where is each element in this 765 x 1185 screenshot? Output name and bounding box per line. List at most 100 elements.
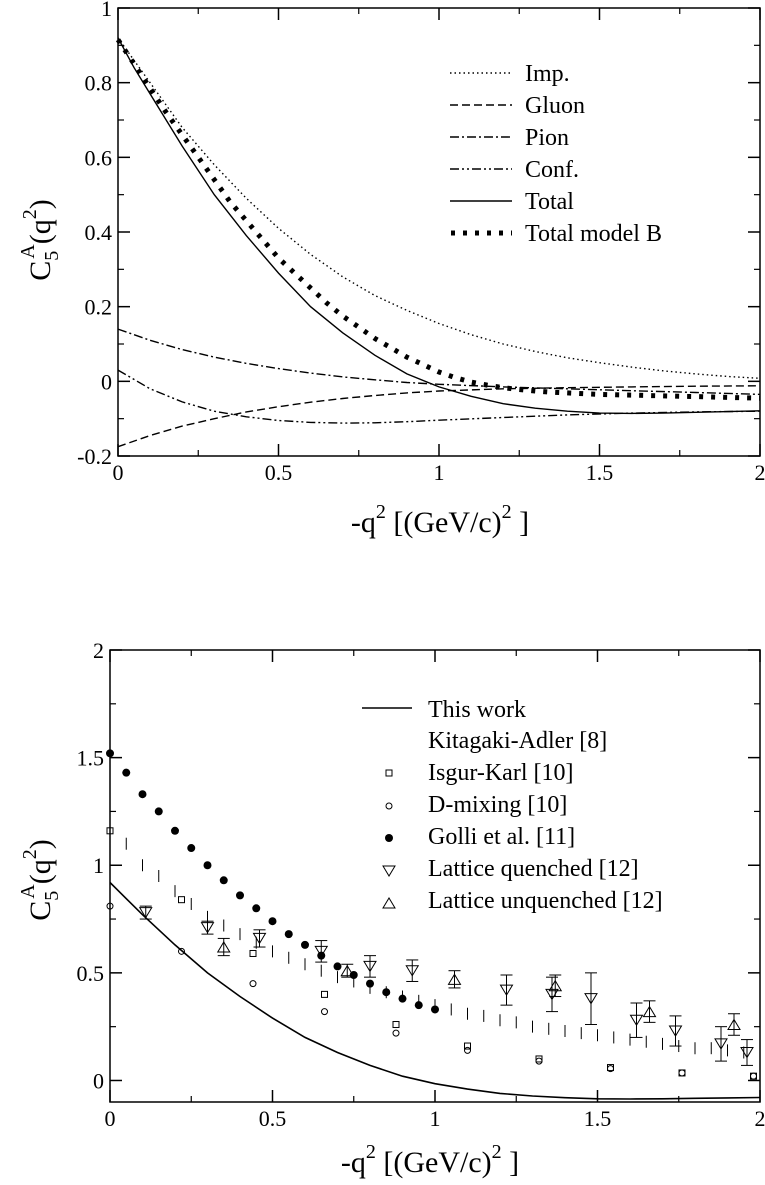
legend-bottom-label-isgur-karl: Isgur-Karl [10] [428, 760, 573, 786]
legend-top-label-imp: Imp. [525, 61, 570, 87]
bottom-x-tick-label: 1 [430, 1106, 441, 1131]
plot-top-series [115, 37, 761, 448]
top-x-tick-label: 1 [434, 460, 445, 485]
point-d-mixing-10 [678, 1069, 686, 1077]
legend-top-label-total-b: Total model B [525, 221, 662, 247]
top-y-tick-label: 0.2 [85, 295, 113, 320]
point-golli-et-al-11 [203, 861, 212, 870]
point-golli-et-al-11 [122, 768, 131, 777]
legend-bottom-sample-golli [385, 834, 393, 842]
point-d-mixing-10 [750, 1072, 757, 1080]
top-y-tick-label: -0.2 [77, 444, 112, 469]
bottom-x-tick-label: 1.5 [584, 1106, 612, 1131]
legend-top-label-gluon: Gluon [525, 93, 585, 119]
top-x-tick-label: 2 [755, 460, 765, 485]
point-golli-et-al-11 [252, 904, 261, 913]
point-lattice-unquenched-12 [548, 979, 563, 992]
bottom-y-tick-label: 2 [93, 638, 104, 663]
series-line-total [117, 37, 761, 415]
y-axis-label-top: C5A(q2) [17, 199, 63, 280]
point-d-mixing-10 [321, 1008, 328, 1016]
point-golli-et-al-11 [301, 940, 309, 949]
bottom-y-tick-label: 0.5 [77, 961, 105, 986]
point-lattice-quenched-12 [200, 922, 215, 934]
point-isgur-karl-10 [249, 949, 257, 957]
point-golli-et-al-11 [366, 979, 374, 988]
chart-top: 0 0.5 1 1.5 2-0.200.20.40.60.81 Imp. Gluon P… [17, 0, 765, 539]
legend-bottom-sample-lattice-u [382, 897, 396, 909]
point-golli-et-al-11 [138, 790, 147, 799]
point-golli-et-al-11 [219, 876, 228, 885]
point-golli-et-al-11 [236, 891, 244, 900]
point-golli-et-al-11 [171, 826, 179, 835]
bottom-x-tick-label: 0.5 [259, 1106, 287, 1131]
legend-bottom-label-lattice-q: Lattice quenched [12] [428, 856, 639, 882]
chart-bottom: 0 0.5 1 1.5 2 0 0.5 1 1.5 2 This work Kitagaki-Ad… [17, 638, 765, 1179]
point-d-mixing-10 [392, 1029, 400, 1037]
point-d-mixing-10 [249, 980, 257, 988]
legend-bottom-sample-d-mixing [385, 802, 393, 810]
point-lattice-quenched-12 [138, 907, 153, 919]
point-golli-et-al-11 [382, 988, 391, 997]
point-lattice-quenched-12 [363, 960, 377, 973]
point-d-mixing-10 [464, 1046, 471, 1054]
y-axis-label-bottom: C5A(q2) [17, 839, 63, 920]
top-x-tick-label: 0.5 [265, 460, 293, 485]
point-isgur-karl-10 [178, 896, 185, 904]
axis-ticks-top: 0 0.5 1 1.5 2-0.200.20.40.60.81 [77, 0, 765, 485]
point-lattice-quenched-12 [668, 1025, 683, 1037]
point-lattice-quenched-12 [405, 965, 420, 977]
x-axis-label-bottom: -q2 [(GeV/c)2 ] [341, 1141, 519, 1179]
point-lattice-quenched-12 [252, 932, 267, 945]
top-x-tick-label: 1.5 [586, 460, 614, 485]
point-golli-et-al-11 [431, 1005, 439, 1014]
bottom-x-tick-label: 2 [755, 1106, 765, 1131]
legend-top-label-conf: Conf. [525, 157, 579, 183]
legend-bottom-sample-isgur-karl [385, 769, 393, 777]
point-golli-et-al-11 [333, 962, 342, 971]
point-isgur-karl-10 [392, 1021, 400, 1029]
series-line-this-work [109, 881, 761, 1100]
point-isgur-karl-10 [321, 990, 328, 998]
series-line-conf [117, 369, 761, 424]
legend-top-label-total: Total [525, 189, 574, 215]
top-y-tick-label: 0.4 [85, 220, 113, 245]
point-d-mixing-10 [178, 947, 185, 955]
top-y-tick-label: 1 [101, 0, 112, 21]
top-y-tick-label: 0 [101, 369, 112, 394]
point-golli-et-al-11 [414, 1001, 423, 1010]
bottom-y-tick-label: 0 [93, 1068, 104, 1093]
point-isgur-karl-10 [464, 1042, 471, 1050]
point-lattice-unquenched-12 [727, 1018, 741, 1031]
legend-bottom-label-kitagaki: Kitagaki-Adler [8] [428, 728, 607, 754]
point-lattice-quenched-12 [314, 945, 329, 958]
point-lattice-unquenched-12 [642, 1005, 657, 1018]
legend-top-label-pion: Pion [525, 125, 569, 151]
point-lattice-quenched-12 [499, 984, 514, 997]
legend-bottom-label-golli: Golli et al. [11] [428, 824, 575, 850]
legend-bottom: This work Kitagaki-Adler [8] Isgur-Karl … [362, 697, 663, 914]
point-golli-et-al-11 [284, 930, 293, 939]
series-line-imp [117, 37, 761, 379]
point-lattice-quenched-12 [629, 1014, 644, 1027]
point-isgur-karl-10 [535, 1055, 543, 1063]
top-y-tick-label: 0.6 [85, 145, 113, 170]
point-golli-et-al-11 [154, 807, 163, 816]
bottom-x-tick-label: 0 [105, 1106, 116, 1131]
bottom-y-tick-label: 1.5 [77, 746, 105, 771]
top-x-tick-label: 0 [113, 460, 124, 485]
legend-bottom-sample-lattice-q [382, 865, 396, 877]
point-lattice-quenched-12 [740, 1047, 754, 1059]
legend-bottom-label-lattice-u: Lattice unquenched [12] [428, 888, 663, 914]
point-golli-et-al-11 [187, 844, 196, 853]
bottom-y-tick-label: 1 [93, 853, 104, 878]
point-lattice-quenched-12 [584, 993, 598, 1005]
series-line-pion [117, 328, 761, 396]
plot-frame-top [117, 7, 761, 457]
point-d-mixing-10 [607, 1065, 614, 1073]
point-lattice-quenched-12 [714, 1038, 728, 1050]
point-lattice-unquenched-12 [447, 973, 462, 985]
series-line-total-model-b [115, 38, 761, 401]
series-line-gluon [117, 385, 761, 448]
